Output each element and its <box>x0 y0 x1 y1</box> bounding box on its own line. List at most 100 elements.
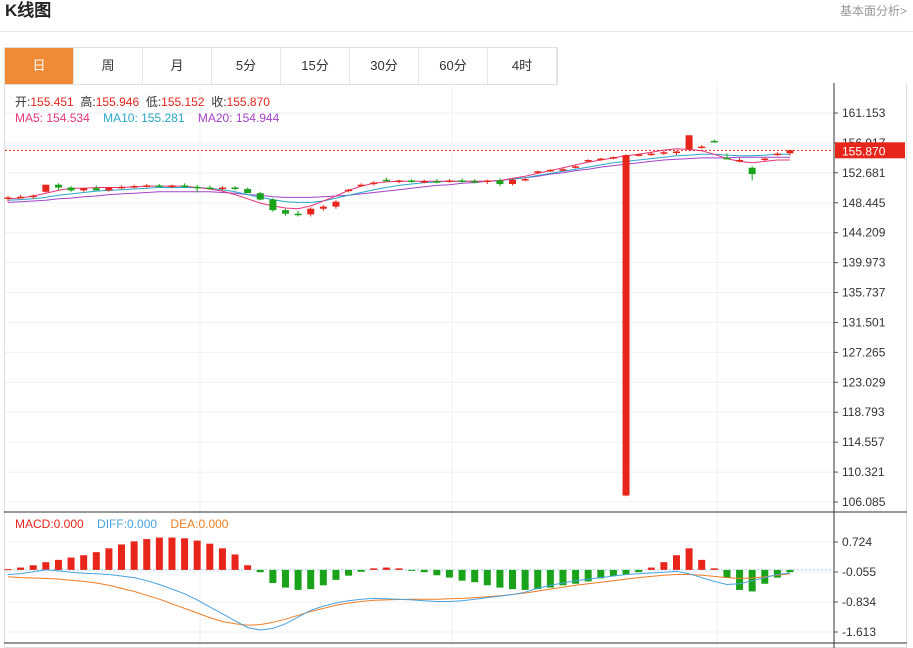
macd-bar <box>105 548 113 570</box>
macd-bar <box>622 569 630 575</box>
price-tick-label: 135.737 <box>842 286 886 300</box>
macd-bar <box>534 569 542 590</box>
candle-body <box>17 196 25 199</box>
macd-bar <box>143 539 151 570</box>
tab-day[interactable]: 日 <box>5 48 74 84</box>
macd-bar <box>521 569 529 590</box>
macd-label: MACD: <box>15 517 54 531</box>
macd-bar <box>193 540 201 570</box>
macd-bar <box>471 569 479 583</box>
candle-body <box>609 157 617 159</box>
macd-bar <box>231 554 239 570</box>
macd-bar <box>370 568 378 570</box>
candle-body <box>118 186 126 189</box>
macd-bar <box>572 569 580 584</box>
candle-body <box>54 184 62 188</box>
candle-body <box>130 186 138 188</box>
fundamental-analysis-link[interactable]: 基本面分析> <box>839 4 907 18</box>
candle-body <box>206 187 214 190</box>
macd-bar <box>218 548 226 570</box>
macd-bar <box>584 569 592 582</box>
macd-bar <box>307 569 315 590</box>
candle-body <box>332 201 340 207</box>
candle-body <box>672 151 680 154</box>
ma10-line <box>7 153 790 203</box>
candle-body <box>105 187 113 191</box>
tab-30min[interactable]: 30分 <box>350 48 419 84</box>
price-tick-label: 131.501 <box>842 315 886 329</box>
candle-body <box>496 180 504 185</box>
open-label: 开: <box>15 95 31 109</box>
diff-label: DIFF: <box>97 517 128 531</box>
candle-body <box>471 181 479 183</box>
macd-bar <box>773 569 781 578</box>
macd-bar <box>332 569 340 580</box>
candle-body <box>458 180 466 182</box>
macd-bar <box>496 569 504 588</box>
macd-bar <box>181 538 189 570</box>
price-tick-label: 152.681 <box>842 166 886 180</box>
price-tick-label: 123.029 <box>842 375 886 389</box>
dea-label: DEA: <box>170 517 199 531</box>
tab-60min[interactable]: 60分 <box>419 48 488 84</box>
macd-bar <box>67 557 75 570</box>
macd-bar <box>206 543 214 570</box>
price-tick-label: 118.793 <box>842 405 885 419</box>
candle-body <box>370 182 378 185</box>
candle-body <box>307 208 315 215</box>
price-tick-label: 127.265 <box>842 345 886 359</box>
macd-bar <box>29 565 37 570</box>
ma20-label: MA20: <box>197 111 233 125</box>
candle-body <box>408 180 416 182</box>
price-tick-label: 110.321 <box>842 465 885 479</box>
header-divider <box>0 31 913 32</box>
tab-5min[interactable]: 5分 <box>212 48 281 84</box>
open-value: 155.451 <box>30 95 74 109</box>
candle-body <box>736 159 744 162</box>
tab-15min[interactable]: 15分 <box>281 48 350 84</box>
candle-body <box>193 186 201 189</box>
macd-bar <box>483 569 491 586</box>
candle-body <box>155 185 163 187</box>
macd-bar <box>345 569 353 576</box>
macd-bar <box>269 569 277 583</box>
candle-body <box>357 184 365 187</box>
candle-body <box>181 185 189 187</box>
candle-body <box>42 184 50 192</box>
macd-bar <box>244 565 252 570</box>
macd-bar <box>92 552 100 570</box>
page-title: K线图 <box>5 1 52 20</box>
tab-week[interactable]: 周 <box>74 48 143 84</box>
macd-bar <box>382 567 390 570</box>
candle-body <box>218 187 226 190</box>
candle-body <box>773 153 781 156</box>
macd-bar <box>4 569 12 571</box>
price-tick-label: 114.557 <box>842 435 885 449</box>
candle-body <box>445 180 453 182</box>
macd-bar <box>672 555 680 570</box>
candle-body <box>660 152 668 154</box>
candle-body <box>143 185 151 187</box>
macd-value: 0.000 <box>53 517 84 531</box>
candle-body <box>80 188 88 191</box>
candle-body <box>4 197 12 199</box>
macd-bar <box>458 569 466 581</box>
macd-bar <box>786 569 794 573</box>
price-tick-label: 161.153 <box>842 106 886 120</box>
high-value: 155.946 <box>95 95 140 109</box>
tab-4hour[interactable]: 4时 <box>488 48 557 84</box>
candle-body <box>534 171 542 173</box>
tab-month[interactable]: 月 <box>143 48 212 84</box>
candle-body <box>269 199 277 211</box>
macd-bar <box>281 569 289 588</box>
last-price-badge <box>835 142 905 159</box>
last-price-badge-text: 155.870 <box>842 144 886 158</box>
ma10-label: MA10: <box>103 111 138 125</box>
macd-bar <box>168 537 176 570</box>
macd-tick-label: -0.834 <box>842 595 876 609</box>
price-tick-label: 148.445 <box>842 196 886 210</box>
candle-body <box>67 187 75 191</box>
macd-bar <box>17 567 25 570</box>
macd-bar <box>597 569 605 579</box>
